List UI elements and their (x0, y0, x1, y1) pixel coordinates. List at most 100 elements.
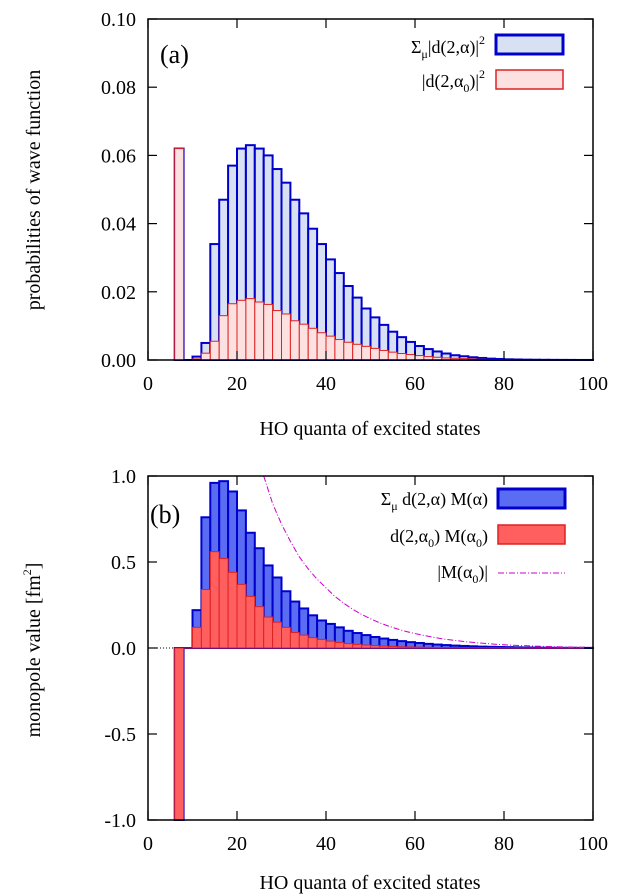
panel-b-y-tick-label: -1.0 (104, 810, 136, 832)
panel-a-series-2-bar (387, 351, 398, 361)
panel-b-series-2-bar (307, 637, 318, 649)
panel-b-series-2-bar (174, 647, 185, 821)
panel-a-bars (173, 144, 594, 362)
panel-b-series-2-bar (378, 645, 389, 649)
panel-a: 0 20 40 60 80 100 0.00 0.02 0.04 0.06 0.08 0.10 (a)… (23, 9, 608, 440)
panel-b-series-2-bar (370, 645, 380, 649)
panel-b-magnitude-curve (263, 475, 594, 648)
panel-b-x-tick-label: 0 (143, 833, 153, 855)
panel-a-y-tick-label: 0.00 (101, 350, 136, 372)
panel-b-series-2-bar (334, 642, 345, 649)
panel-a-series-2-bar (343, 341, 354, 361)
panel-a-series-2-bar (352, 343, 363, 361)
legend-a-entry-2-label: |d(2,α0)|2 (422, 67, 485, 95)
panel-b-x-tick-label: 100 (578, 833, 608, 855)
panel-a-series-2-bar (209, 340, 220, 361)
panel-b: 0 20 40 60 80 100 -1.0 -0.5 0.0 0.5 1.0 (b) HO qua… (20, 466, 608, 894)
panel-b-y-tick-label: 1.0 (111, 466, 136, 488)
panel-b-series-2-bar (325, 640, 336, 649)
legend-b-entry-2-swatch (497, 524, 566, 545)
panel-a-y-tick-label: 0.02 (101, 282, 136, 304)
panel-a-series-2-bar (174, 148, 185, 361)
legend-b-entry-1-swatch (496, 487, 567, 510)
panel-b-y-tick-label: 0.0 (111, 638, 136, 660)
panel-b-series-2-bar (298, 634, 309, 649)
panel-a-x-tick-label: 80 (494, 373, 514, 395)
panel-a-y-tick-label: 0.10 (101, 9, 136, 31)
panel-b-series-2-bar (289, 632, 300, 649)
panel-a-label: (a) (160, 40, 189, 69)
panel-b-x-tick-label: 20 (227, 833, 247, 855)
panel-b-series-2-bar (227, 571, 238, 649)
panel-b-series-2-bar (316, 638, 327, 649)
panel-b-series-2-bar (200, 589, 211, 649)
panel-a-y-axis-label: probabilities of wave function (23, 70, 45, 311)
panel-b-series-2-bar (236, 583, 247, 649)
panel-a-series-2-bar (236, 299, 247, 361)
panel-b-series-2-bar (272, 621, 283, 649)
legend-a-entry-2-swatch (495, 69, 564, 90)
panel-b-series-2-bar (361, 644, 372, 649)
panel-a-series-2-bar (361, 345, 372, 361)
panel-b-series-2-bar (387, 645, 398, 649)
panel-a-series-2-bar (396, 353, 407, 361)
panel-a-series-2-bar (378, 349, 389, 361)
panel-b-series-2-bar (218, 558, 229, 649)
panel-b-series-2-bar (396, 646, 407, 649)
panel-b-series-2-bar (192, 626, 202, 649)
panel-a-ticks: 0 20 40 60 80 100 0.00 0.02 0.04 0.06 0.08 0.10 (101, 9, 608, 395)
panel-b-series-2-bar (423, 646, 434, 649)
panel-a-series-2-bar (316, 332, 327, 361)
legend-b-entry-1-label: Σμ d(2,α) M(α) (381, 489, 488, 513)
panel-a-series-2-bar (307, 327, 318, 361)
panel-b-bars (173, 480, 594, 821)
panel-b-x-tick-label: 60 (405, 833, 425, 855)
legend-a-entry-1-label: Σμ|d(2,α)|2 (411, 33, 485, 61)
panel-b-series-2-bar (254, 606, 265, 649)
panel-b-series-2-bar (343, 643, 354, 649)
panel-b-legend: Σμ d(2,α) M(α) d(2,α0) M(α0) |M(α0)| (381, 487, 567, 586)
panel-a-series-2-bar (218, 315, 229, 361)
panel-b-series-2-bar (405, 646, 416, 649)
panel-b-label: (b) (150, 500, 180, 529)
panel-a-frame (147, 18, 594, 361)
legend-b-entry-3-label: |M(α0)| (437, 562, 488, 586)
panel-b-y-axis-label: monopole value [fm2] (20, 563, 45, 738)
panel-b-y-tick-label: -0.5 (104, 724, 136, 746)
panel-a-series-2-bar (263, 303, 274, 361)
panel-a-y-tick-label: 0.04 (101, 214, 136, 236)
panel-a-series-2-bar (281, 313, 291, 361)
panel-a-series-2-bar (325, 335, 336, 361)
legend-a-entry-1-swatch (494, 33, 565, 56)
panel-a-legend: Σμ|d(2,α)|2 |d(2,α0)|2 (411, 33, 565, 95)
panel-b-series-2-bar (352, 643, 363, 649)
panel-a-series-2-bar (227, 303, 238, 361)
panel-a-y-tick-label: 0.08 (101, 77, 136, 99)
panel-a-x-tick-label: 20 (227, 373, 247, 395)
panel-a-series-2-bar (298, 323, 309, 361)
legend-b-entry-2-label: d(2,α0) M(α0) (390, 526, 488, 550)
panel-b-x-tick-label: 40 (316, 833, 336, 855)
panel-a-series-2-bar (254, 301, 265, 361)
panel-a-x-tick-label: 0 (143, 373, 153, 395)
panel-a-x-tick-label: 100 (578, 373, 608, 395)
panel-b-x-tick-label: 80 (494, 833, 514, 855)
panel-a-x-tick-label: 60 (405, 373, 425, 395)
panel-a-series-2-bar (334, 339, 345, 361)
panel-a-x-axis-label: HO quanta of excited states (259, 418, 480, 440)
panel-a-x-tick-label: 40 (316, 373, 336, 395)
panel-b-series-2-bar (414, 646, 425, 649)
panel-b-x-axis-label: HO quanta of excited states (259, 872, 480, 894)
panel-a-series-2-bar (405, 354, 416, 361)
panel-a-series-2-bar (370, 347, 380, 361)
panel-b-series-2-bar (281, 626, 291, 649)
panel-b-series-2-bar (209, 551, 220, 649)
panel-b-ticks: 0 20 40 60 80 100 -1.0 -0.5 0.0 0.5 1.0 (104, 466, 608, 855)
panel-a-series-2-bar (272, 310, 283, 361)
panel-a-series-2-bar (245, 298, 256, 361)
panel-a-series-2-bar (200, 352, 211, 361)
panel-b-series-2-bar (245, 595, 256, 649)
panel-b-y-tick-label: 0.5 (111, 552, 136, 574)
panel-a-y-tick-label: 0.06 (101, 145, 136, 167)
